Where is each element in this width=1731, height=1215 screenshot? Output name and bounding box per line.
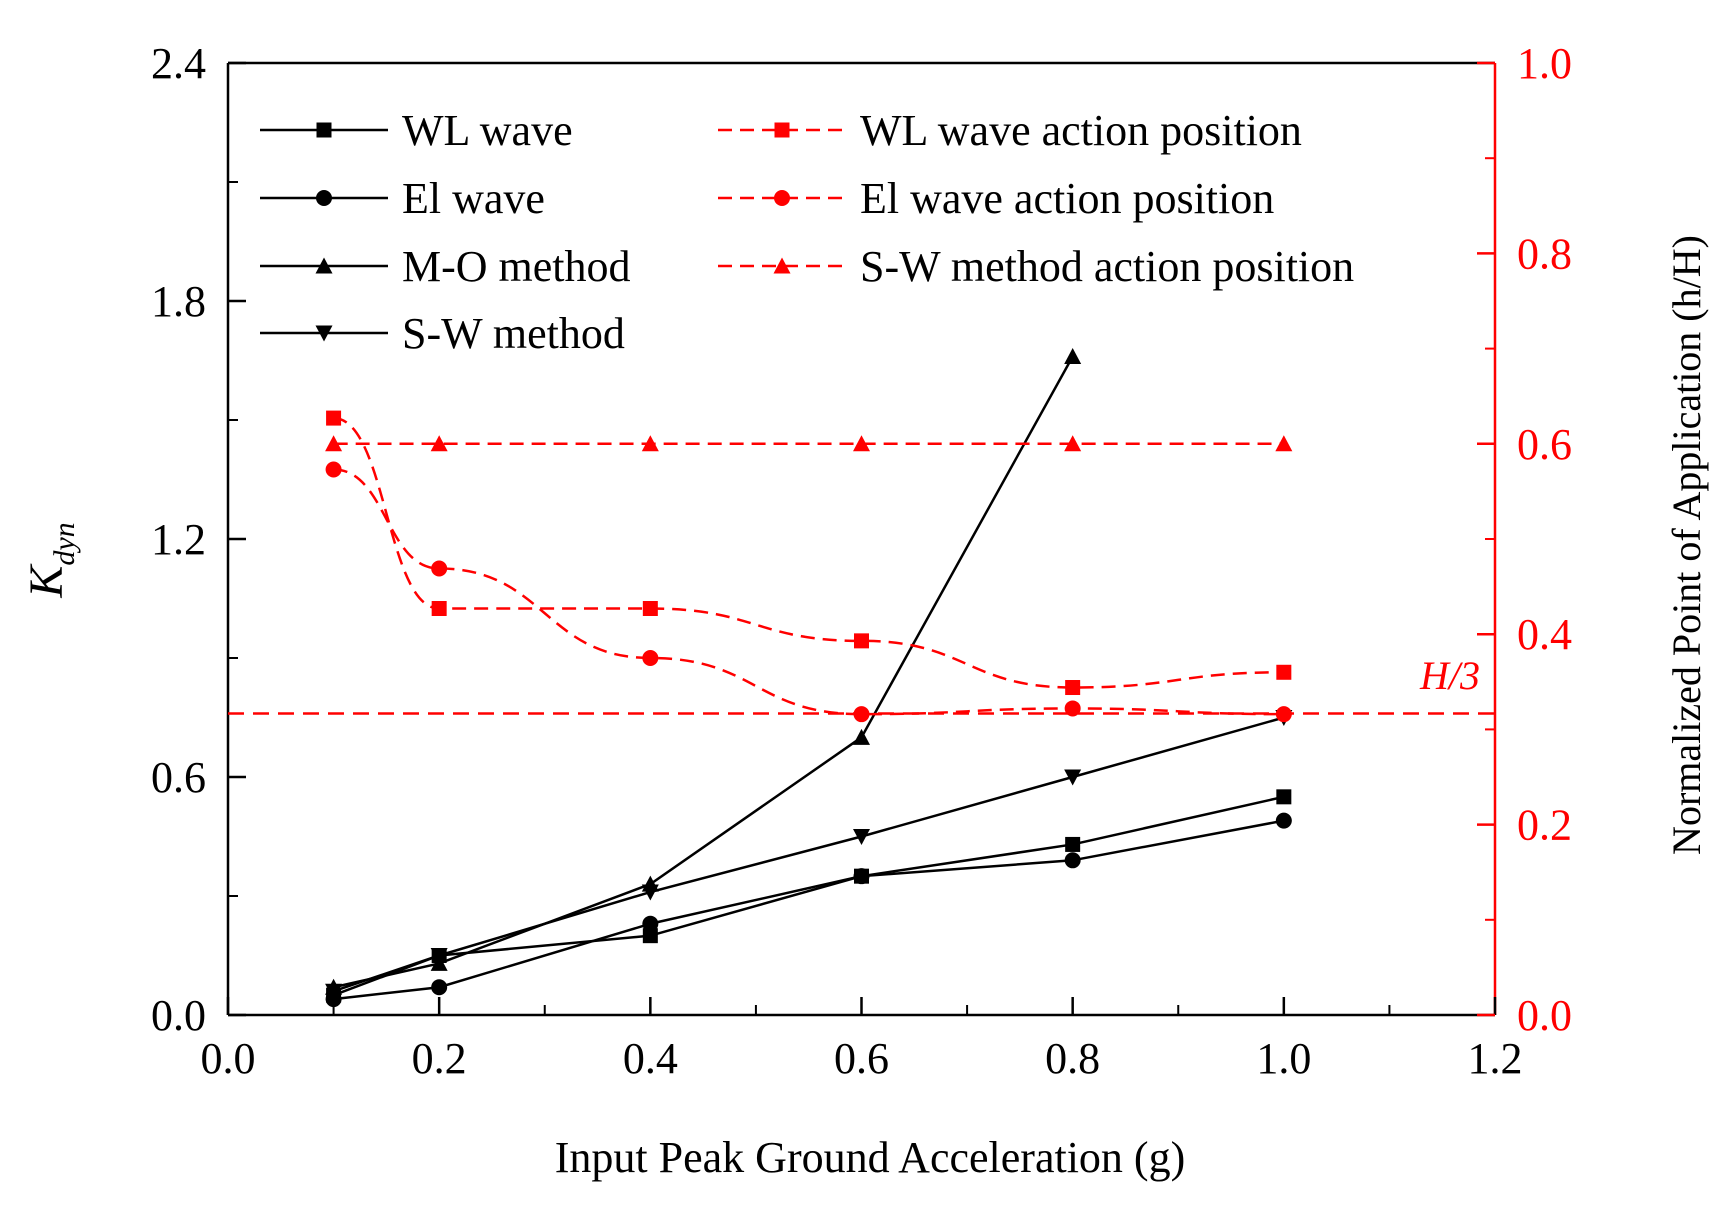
data-point: [641, 884, 659, 901]
y-tick-label: 0.0: [151, 991, 206, 1040]
data-point: [1275, 435, 1293, 452]
data-point: [642, 915, 659, 932]
data-point: [1275, 706, 1292, 723]
legend-entry: S-W method: [260, 309, 625, 358]
series-line: [333, 819, 1285, 1001]
x-tick-label: 1.2: [1468, 1034, 1523, 1083]
legend-marker: [774, 190, 790, 206]
legend-entry: M-O method: [260, 242, 631, 291]
axes: 0.0 0.2 0.4 0.6 0.8 1.0 1.20.00.61.21.82.40.00…: [151, 39, 1572, 1083]
data-point: [642, 600, 658, 616]
x-tick-label: 0.6: [834, 1034, 889, 1083]
data-point: [853, 435, 870, 452]
x-tick-label: 0.4: [623, 1034, 678, 1083]
legend-marker: [316, 190, 332, 206]
series-6: [325, 435, 1293, 452]
y2-tick-label: 0.4: [1517, 610, 1572, 659]
x-tick-label: 0.8: [1045, 1034, 1100, 1083]
series-line: [333, 468, 1284, 716]
data-point: [430, 435, 448, 452]
legend-entry: WL wave action position: [718, 106, 1302, 155]
x-tick-label: 0.2: [412, 1034, 467, 1083]
y-tick-label: 1.2: [151, 515, 206, 564]
legend-marker: [773, 257, 791, 274]
y2-tick-label: 0.6: [1517, 420, 1572, 469]
series-line: [333, 416, 1284, 689]
data-point: [1275, 812, 1292, 829]
series-4: [326, 410, 1292, 696]
data-point: [1276, 664, 1292, 680]
legend-label: El wave: [402, 174, 545, 223]
data-point: [641, 435, 659, 452]
data-point: [1064, 769, 1082, 786]
data-point: [853, 868, 870, 885]
y2-tick-label: 1.0: [1517, 39, 1572, 88]
data-point: [1065, 680, 1081, 696]
legend-entry: El wave action position: [718, 174, 1274, 223]
legend-entry: WL wave: [260, 106, 573, 155]
legend-marker: [774, 122, 790, 138]
data-point: [431, 979, 448, 996]
series-line: [333, 795, 1285, 997]
series-5: [325, 461, 1292, 723]
data-point: [853, 728, 870, 745]
y2-tick-label: 0.0: [1517, 991, 1572, 1040]
data-point: [431, 600, 447, 616]
y-axis-label: Kdyn: [20, 522, 81, 598]
data-point: [431, 560, 448, 577]
data-point: [1064, 700, 1081, 717]
y-axis-label-main: K: [20, 563, 73, 599]
x-tick-label: 1.0: [1256, 1034, 1311, 1083]
data-point: [430, 948, 448, 964]
series-1: [325, 812, 1292, 1008]
data-point: [853, 829, 870, 845]
legend-entry: El wave: [260, 174, 545, 223]
y2-tick-label: 0.8: [1517, 229, 1572, 278]
legend-label: S-W method action position: [860, 242, 1354, 291]
data-point: [325, 983, 343, 1000]
x-axis-label: Input Peak Ground Acceleration (g): [555, 1133, 1185, 1182]
data-point: [853, 706, 870, 723]
data-point: [1064, 348, 1082, 365]
data-point: [326, 410, 342, 426]
legend-label: M-O method: [402, 242, 631, 291]
y-tick-label: 0.6: [151, 753, 206, 802]
legend-entry: S-W method action position: [718, 242, 1354, 291]
data-point: [1065, 836, 1081, 852]
series-0: [326, 789, 1292, 1003]
data-point: [325, 461, 342, 478]
series-layer: [228, 348, 1495, 1008]
y2-tick-label: 0.2: [1517, 801, 1572, 850]
legend-label: S-W method: [402, 309, 625, 358]
legend-label: WL wave: [402, 106, 573, 155]
legend-label: WL wave action position: [860, 106, 1302, 155]
series-line: [333, 716, 1285, 993]
y-axis-label-sub: dyn: [48, 522, 81, 565]
x-tick-label: 0.0: [201, 1034, 256, 1083]
legend-marker: [315, 257, 333, 274]
data-point: [1276, 789, 1292, 805]
series-3: [325, 710, 1293, 1000]
data-point: [1064, 435, 1082, 452]
data-point: [854, 633, 869, 649]
reference-line-label: H/3: [1419, 653, 1480, 698]
legend-marker: [316, 122, 332, 138]
legend-marker: [315, 325, 333, 342]
data-point: [642, 928, 658, 944]
data-point: [1064, 852, 1081, 869]
y-tick-label: 2.4: [151, 39, 206, 88]
legend: WL wave El wave M-O method S-W method WL wav…: [260, 106, 1354, 358]
y-tick-label: 1.8: [151, 277, 206, 326]
data-point: [642, 650, 659, 666]
y2-axis-label: Normalized Point of Application (h/H): [1664, 235, 1709, 855]
legend-label: El wave action position: [860, 174, 1274, 223]
data-point: [325, 435, 343, 452]
